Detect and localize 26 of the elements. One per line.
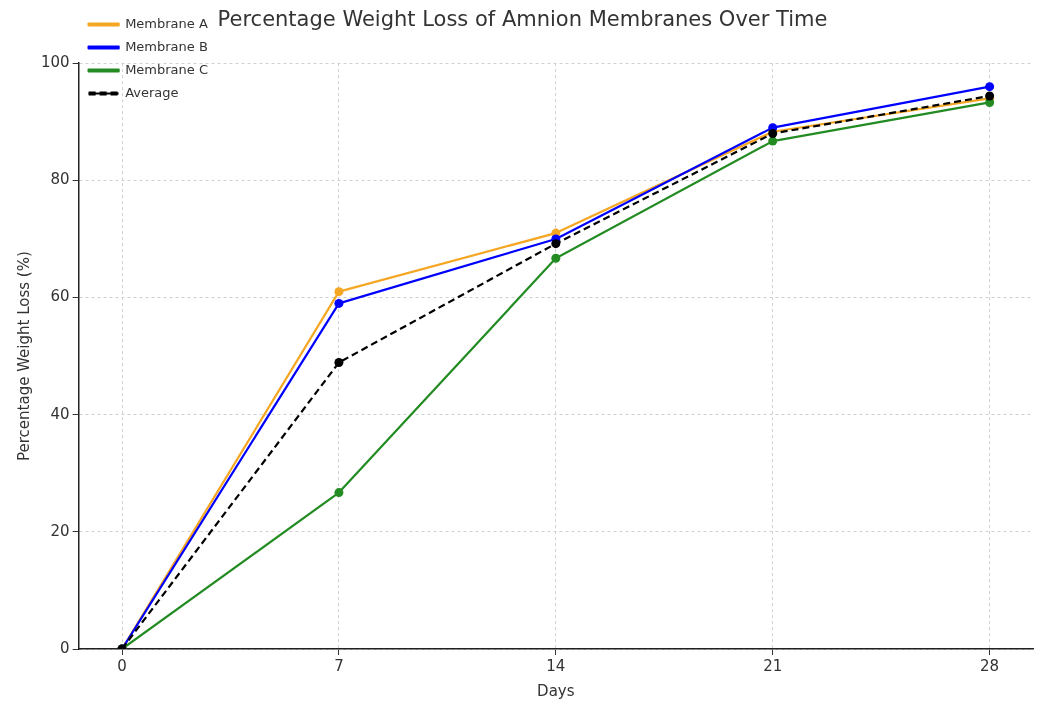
x-tick-label: 21 <box>763 656 783 675</box>
y-tick-label: 20 <box>50 521 70 540</box>
legend-label: Membrane C <box>125 61 209 77</box>
chart-title: Percentage Weight Loss of Amnion Membranes Over Time <box>217 7 828 32</box>
x-tick-label: 28 <box>980 656 1000 675</box>
point <box>334 298 344 308</box>
legend-label: Membrane A <box>125 15 208 31</box>
x-tick-label: 0 <box>117 656 127 675</box>
y-axis-title: Percentage Weight Loss (%) <box>14 251 33 462</box>
y-tick-label: 40 <box>50 404 70 423</box>
y-tick-label: 60 <box>50 287 70 306</box>
x-axis-title: Days <box>537 681 575 700</box>
y-tick-label: 0 <box>60 638 70 657</box>
point <box>551 239 561 249</box>
point <box>768 136 778 146</box>
x-tick-label: 7 <box>334 656 344 675</box>
y-tick-label: 100 <box>40 53 70 72</box>
point <box>334 287 344 297</box>
point <box>985 82 995 92</box>
point <box>334 488 344 498</box>
legend-label: Membrane B <box>125 38 208 54</box>
legend-label: Average <box>125 84 179 100</box>
point <box>551 253 561 263</box>
y-tick-label: 80 <box>50 170 70 189</box>
point <box>334 358 344 368</box>
x-tick-label: 14 <box>546 656 566 675</box>
